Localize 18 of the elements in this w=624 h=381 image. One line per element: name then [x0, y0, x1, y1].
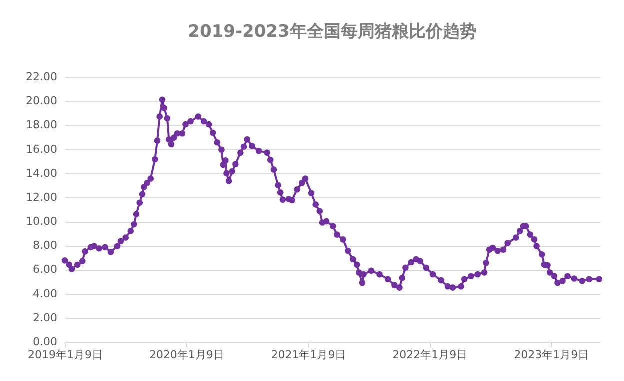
y-tick-label: 8.00 [33, 239, 58, 252]
y-tick-label: 10.00 [26, 215, 58, 228]
x-tick-label: 2022年1月9日 [392, 348, 468, 362]
x-tick-label: 2023年1月9日 [514, 348, 590, 362]
y-tick-label: 12.00 [26, 190, 58, 204]
y-tick-label: 20.00 [26, 94, 58, 108]
y-tick-label: 18.00 [26, 118, 58, 132]
y-tick-label: 6.00 [33, 263, 58, 276]
x-tick-label: 2020年1月9日 [149, 348, 224, 362]
y-tick-label: 2.00 [33, 311, 58, 324]
y-tick-label: 14.00 [26, 166, 58, 180]
y-tick-label: 0.00 [33, 336, 58, 348]
x-tick-label: 2021年1月9日 [271, 348, 346, 362]
y-tick-label: 22.00 [26, 70, 58, 84]
x-tick-label: 2019年1月9日 [28, 348, 103, 362]
y-tick-label: 16.00 [26, 142, 58, 156]
chart-title: 2019-2023年全国每周猪粮比价趋势 [188, 22, 477, 42]
y-tick-label: 4.00 [33, 287, 58, 300]
